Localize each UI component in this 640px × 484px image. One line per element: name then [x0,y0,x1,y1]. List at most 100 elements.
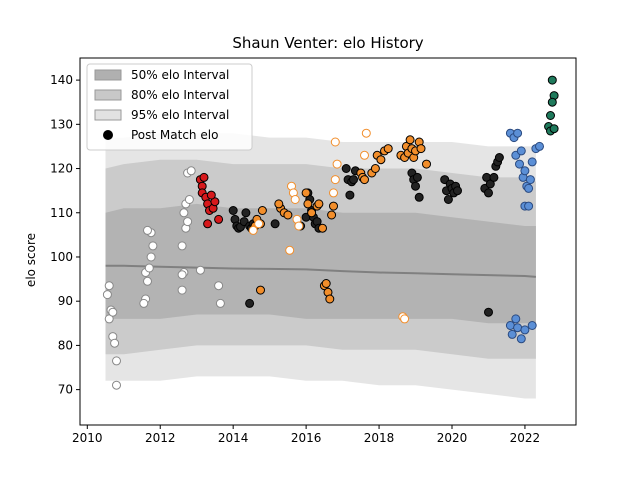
data-point-black [411,181,420,191]
data-point-blue [535,141,544,151]
legend-label: 50% elo Interval [131,68,229,82]
data-point-black [484,188,493,198]
y-tick-label: 80 [58,338,73,352]
data-point-open-white [214,281,224,291]
legend: 50% elo Interval 80% elo Interval 95% elo … [86,63,253,151]
y-axis-label: elo score [24,233,38,287]
y-tick-label: 120 [50,162,73,176]
data-point-orange [314,199,324,209]
data-point-red [199,172,209,182]
data-point-black [412,172,422,182]
data-point-orange [422,159,431,169]
legend-box [86,63,253,151]
data-point-red [203,219,213,229]
data-point-blue [524,201,534,211]
legend-label: 80% elo Interval [131,88,229,102]
data-point-orange [370,164,380,173]
data-point-blue [511,314,521,324]
x-tick-label: 2010 [72,431,103,445]
data-point-open-white [177,270,187,280]
data-point-open-orange [330,137,340,147]
data-point-black [494,153,504,162]
data-point-orange [274,199,284,209]
data-point-black [241,208,251,218]
data-point-open-orange [360,150,369,160]
data-point-orange [416,144,426,154]
data-point-open-white [183,217,193,227]
x-tick-label: 2016 [291,431,322,445]
data-point-orange [301,188,311,198]
data-point-open-white [148,241,158,251]
data-point-open-orange [332,159,342,169]
plot-frame [79,57,577,426]
x-tick-label: 2020 [437,431,468,445]
data-point-open-orange [290,195,300,204]
data-point-open-orange [330,175,340,185]
y-tick-label: 90 [58,294,73,308]
data-point-blue [527,157,537,167]
data-point-open-white [112,356,121,366]
data-point-black [349,175,358,185]
data-point-blue [507,329,517,339]
median-elo-line [105,264,536,278]
data-point-open-white [112,380,121,390]
data-point-open-white [146,252,156,262]
data-point-orange [321,279,331,288]
data-point-orange [256,285,265,295]
data-point-open-white [108,307,118,317]
data-point-open-orange [248,225,258,235]
data-point-open-white [186,166,196,176]
data-point-red [206,190,216,200]
legend-swatch [94,109,122,121]
data-point-black [245,298,255,308]
data-point-open-white [215,298,225,308]
data-point-orange [303,199,313,209]
legend-label: 95% elo Interval [131,108,229,122]
data-point-blue [515,159,524,169]
data-point-open-white [139,298,149,308]
data-point-open-white [184,195,194,204]
data-point-open-orange [329,188,338,198]
data-point-black [414,192,424,202]
x-tick-label: 2012 [145,431,176,445]
legend-marker [103,130,113,140]
data-point-orange [383,144,393,154]
data-point-black [345,190,355,200]
x-tick-label: 2014 [218,431,249,445]
data-point-black [228,206,238,215]
legend-swatch [94,69,122,81]
data-point-open-white [177,285,187,295]
data-point-blue [513,323,523,333]
data-point-open-white [104,281,114,291]
data-point-black [484,307,493,317]
data-point-blue [513,128,523,138]
data-point-orange [327,210,337,220]
data-point-teal [546,111,555,120]
plot-area [102,75,559,399]
data-point-orange [307,208,317,218]
y-tick-label: 70 [58,383,73,397]
data-point-orange [405,135,415,145]
data-point-black [270,219,280,229]
data-point-black [489,172,499,182]
data-point-orange [376,155,386,165]
x-tick-label: 2022 [510,431,541,445]
data-point-red [214,214,224,224]
data-point-orange [283,210,293,220]
data-point-black [453,186,462,196]
data-point-blue [520,325,530,335]
data-point-black [341,164,351,173]
data-point-open-orange [285,245,295,255]
y-tick-label: 130 [50,117,73,131]
data-point-open-orange [294,221,304,231]
data-point-open-white [102,290,112,300]
y-tick-label: 110 [50,206,73,220]
data-point-black [443,195,453,204]
data-point-open-orange [361,128,371,138]
band-50-interval [105,203,536,324]
data-point-open-orange [400,314,410,324]
data-point-orange [360,175,369,185]
data-point-open-white [144,263,154,273]
data-point-orange [257,206,267,215]
data-point-open-white [179,208,189,218]
